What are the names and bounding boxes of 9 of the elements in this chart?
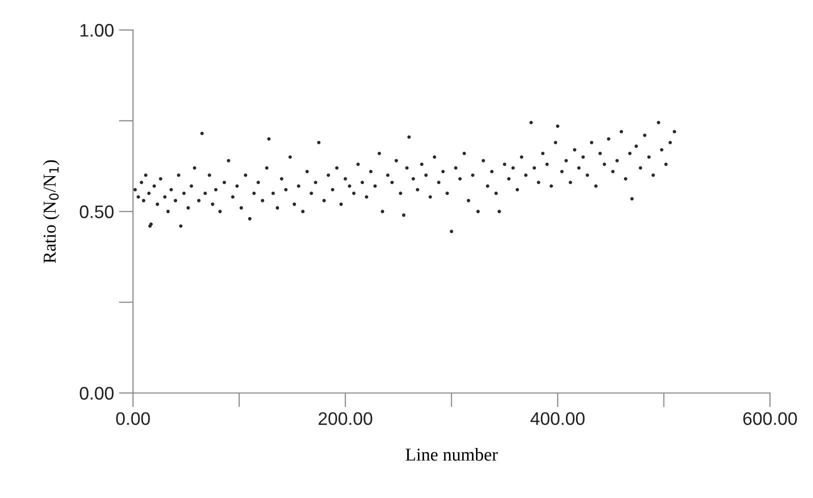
y-tick-label: 0.50 (80, 205, 114, 218)
x-axis-title: Line number (406, 448, 498, 461)
y-tick-label: 1.00 (80, 24, 114, 37)
x-tick-label: 0.00 (116, 412, 150, 426)
x-tick-label: 600.00 (743, 412, 797, 426)
x-tick-label: 200.00 (318, 412, 372, 426)
y-tick-label: 0.00 (80, 386, 114, 400)
y-axis-title: Ratio (N$_{0}$/N$_{1}$) (43, 160, 60, 264)
x-tick-label: 400.00 (530, 412, 585, 426)
